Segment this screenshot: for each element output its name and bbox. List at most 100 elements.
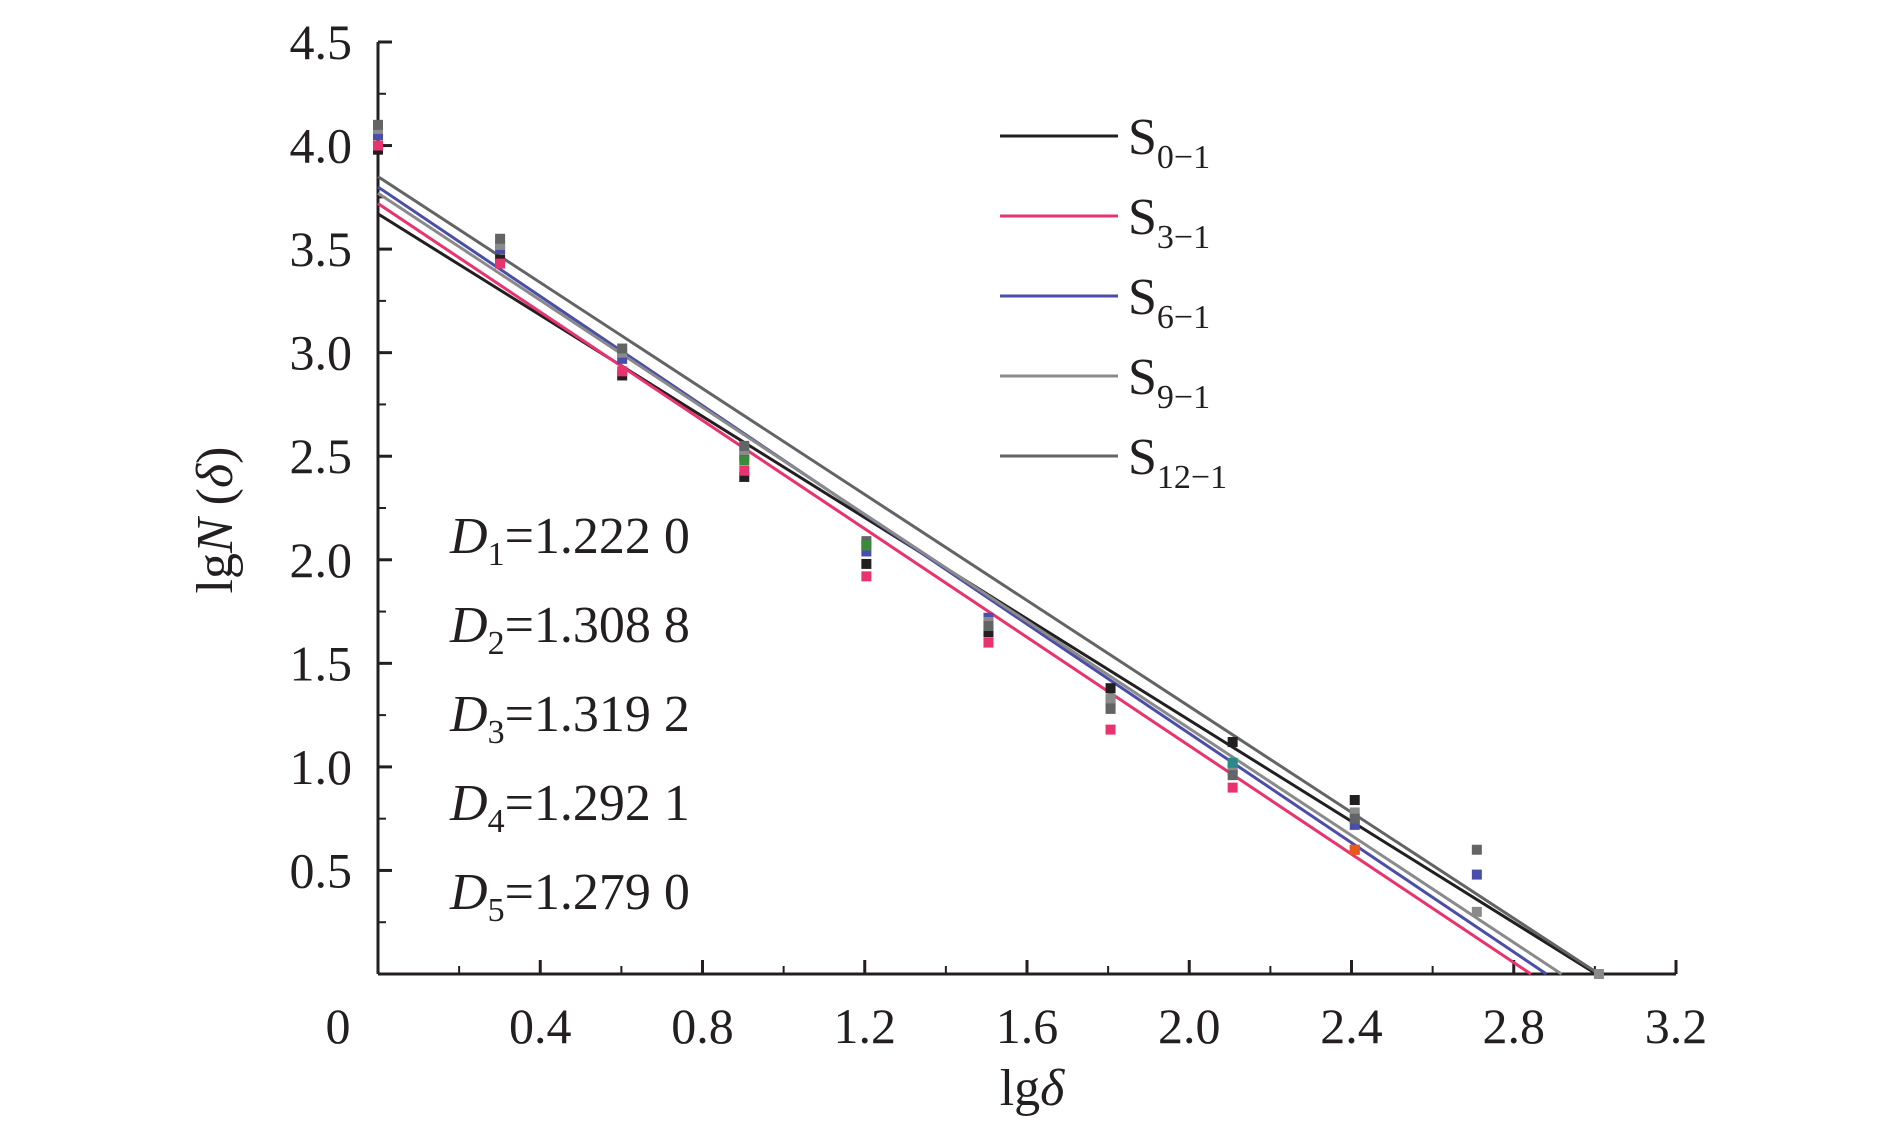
- y-axis-title-paren-close: ): [187, 447, 244, 464]
- data-points-layer: [373, 119, 1604, 979]
- data-point-series-2: [373, 140, 383, 151]
- data-point-series-5: [1471, 844, 1482, 855]
- y-tick-label: 3.5: [290, 221, 353, 277]
- y-tick-label: 1.5: [290, 635, 353, 691]
- legend-label-subscript: 0−1: [1157, 139, 1210, 176]
- dimension-subscript: 1: [488, 536, 505, 573]
- x-axis-title-main: lg: [1000, 1060, 1040, 1117]
- legend-label: S0−1: [1128, 109, 1210, 176]
- dimension-subscript: 2: [488, 625, 505, 662]
- x-tick-label: 0: [326, 998, 351, 1054]
- legend-label-subscript: 3−1: [1157, 219, 1210, 256]
- legend-label-subscript: 6−1: [1157, 299, 1210, 336]
- dimension-annotation: D4=1.292 1: [449, 775, 690, 840]
- dimension-annotation: D3=1.319 2: [449, 686, 690, 751]
- x-tick-label: 2.4: [1320, 998, 1383, 1054]
- data-point-series-4: [1105, 693, 1116, 704]
- dimension-value: =1.292 1: [505, 775, 690, 832]
- y-tick-label: 2.5: [290, 428, 353, 484]
- dimension-subscript: 4: [488, 803, 505, 840]
- legend-label-main: S: [1128, 109, 1157, 166]
- legend-label: S6−1: [1128, 269, 1210, 336]
- y-tick-label: 0.5: [290, 842, 353, 898]
- data-point-series-5: [1227, 770, 1238, 781]
- x-tick-label: 0.8: [671, 998, 734, 1054]
- data-point-accent: [1227, 757, 1238, 768]
- dimension-symbol: D: [449, 775, 488, 832]
- data-point-series-1: [1349, 795, 1360, 806]
- fit-line-series-5: [377, 175, 1600, 976]
- data-point-series-2: [983, 637, 994, 648]
- data-point-series-2: [495, 258, 506, 269]
- y-axis-title-paren-open: (: [187, 488, 244, 518]
- dimension-symbol: D: [449, 508, 488, 565]
- y-tick-label: 4.5: [290, 14, 353, 70]
- legend-label-main: S: [1128, 189, 1157, 246]
- data-point-series-1: [1105, 683, 1116, 694]
- x-axis-title-variable: δ: [1040, 1060, 1065, 1117]
- data-point-accent: [861, 540, 872, 551]
- data-point-series-5: [373, 119, 383, 130]
- dimension-subscript: 5: [488, 892, 505, 929]
- data-point-series-2: [861, 571, 872, 582]
- dimension-value: =1.319 2: [505, 686, 690, 743]
- legend-label-subscript: 9−1: [1157, 379, 1210, 416]
- data-point-series-1: [861, 558, 872, 569]
- data-point-accent: [1349, 844, 1360, 855]
- axes-layer: [376, 40, 1678, 976]
- data-point-series-2: [617, 366, 628, 377]
- legend-label: S9−1: [1128, 349, 1210, 416]
- dimension-symbol: D: [449, 686, 488, 743]
- data-point-series-2: [1105, 724, 1116, 735]
- y-tick-label: 1.0: [290, 739, 353, 795]
- data-point-series-1: [739, 471, 750, 482]
- data-point-series-1: [1227, 737, 1238, 748]
- data-point-series-3: [1349, 819, 1360, 830]
- dimension-annotations: D1=1.222 0D2=1.308 8D3=1.319 2D4=1.292 1…: [449, 508, 690, 929]
- data-point-series-3: [861, 546, 872, 557]
- data-point-series-3: [373, 130, 383, 141]
- fit-line-series-4: [377, 191, 1563, 976]
- data-point-series-1: [983, 627, 994, 638]
- legend-label-main: S: [1128, 269, 1157, 326]
- data-point-series-4: [1471, 906, 1482, 917]
- legend-label-subscript: 12−1: [1157, 459, 1227, 496]
- legend-label: S3−1: [1128, 189, 1210, 256]
- data-point-series-5: [495, 233, 506, 244]
- dimension-symbol: D: [449, 864, 488, 921]
- data-point-series-5: [617, 343, 628, 354]
- y-tick-label: 4.0: [290, 118, 353, 174]
- dimension-symbol: D: [449, 597, 488, 654]
- y-tick-label: 3.0: [290, 325, 353, 381]
- x-tick-label: 1.6: [996, 998, 1059, 1054]
- dimension-annotation: D1=1.222 0: [449, 508, 690, 573]
- y-axis-title-paren-variable: δ: [187, 463, 244, 488]
- y-axis-title-main: lg: [187, 553, 244, 593]
- y-axis-title: lgN (δ): [187, 447, 244, 594]
- data-point-series-4: [495, 239, 506, 250]
- fit-lines-layer: [377, 175, 1600, 976]
- dimension-value: =1.222 0: [505, 508, 690, 565]
- x-tick-label: 1.2: [834, 998, 897, 1054]
- legend-label-main: S: [1128, 349, 1157, 406]
- fit-line-series-2: [377, 202, 1532, 976]
- dimension-subscript: 3: [488, 714, 505, 751]
- dimension-value: =1.308 8: [505, 597, 690, 654]
- tick-labels-layer: 0 0.4 0.8 1.2 1.6 2.0 2.4 2.8 3.2 0.5 1.0 1.5 2.0 2.5…: [290, 14, 1708, 1054]
- data-point-series-5: [1105, 703, 1116, 714]
- data-point-series-5: [1349, 813, 1360, 824]
- legend-label: S12−1: [1128, 429, 1227, 496]
- dimension-value: =1.279 0: [505, 864, 690, 921]
- dimension-annotation: D2=1.308 8: [449, 597, 690, 662]
- fit-line-series-3: [377, 185, 1548, 976]
- dimension-annotation: D5=1.279 0: [449, 864, 690, 929]
- x-tick-label: 2.0: [1158, 998, 1221, 1054]
- data-point-series-3: [617, 353, 628, 364]
- y-axis-title-variable: N: [187, 515, 244, 554]
- data-point-series-5: [739, 440, 750, 451]
- data-point-series-2: [739, 465, 750, 476]
- data-point-accent: [739, 455, 750, 466]
- x-tick-label: 0.4: [509, 998, 572, 1054]
- x-axis-title: lgδ: [1000, 1060, 1065, 1117]
